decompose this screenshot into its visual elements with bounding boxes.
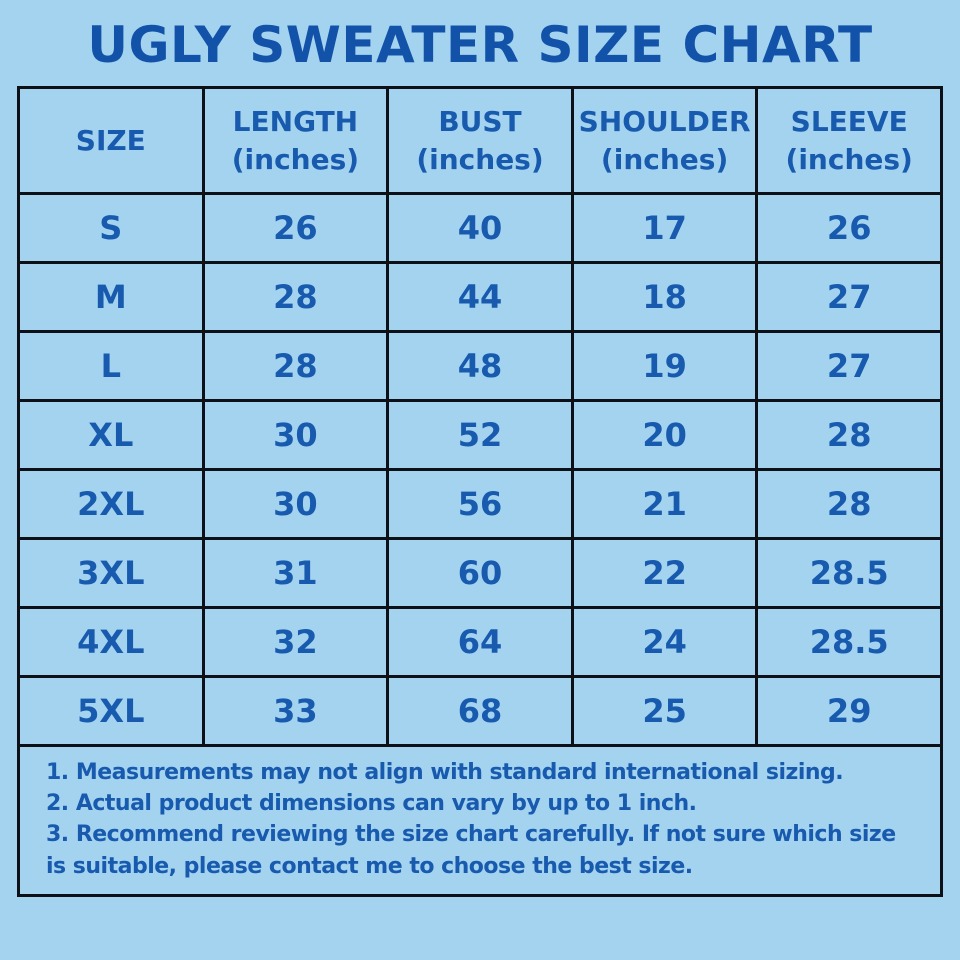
sleeve-cell: 28.5 <box>755 606 943 678</box>
bust-cell: 48 <box>386 330 574 402</box>
header-label: SLEEVE <box>790 104 908 138</box>
header-label: SHOULDER <box>578 104 751 138</box>
table-body: S 26 40 17 26 M 28 44 18 27 L 28 48 19 2… <box>17 192 943 747</box>
size-cell: L <box>17 330 205 402</box>
page-title: UGLY SWEATER SIZE CHART <box>87 16 873 74</box>
note-line: 2. Actual product dimensions can vary by… <box>46 791 697 817</box>
table-header: SIZE LENGTH (inches) BUST (inches) SHOUL… <box>17 86 943 195</box>
size-cell: 2XL <box>17 468 205 540</box>
header-label: SIZE <box>75 123 146 157</box>
shoulder-cell: 25 <box>570 675 759 747</box>
length-cell: 26 <box>201 192 390 264</box>
size-cell: 5XL <box>17 675 205 747</box>
bust-cell: 68 <box>386 675 574 747</box>
size-chart-table: SIZE LENGTH (inches) BUST (inches) SHOUL… <box>17 86 943 747</box>
table-row: 5XL 33 68 25 29 <box>17 675 943 747</box>
size-cell: S <box>17 192 205 264</box>
shoulder-cell: 20 <box>570 399 759 471</box>
header-bust: BUST (inches) <box>386 86 574 195</box>
notes-box: 1. Measurements may not align with stand… <box>17 747 943 897</box>
header-label: BUST <box>438 104 522 138</box>
table-row: 4XL 32 64 24 28.5 <box>17 606 943 678</box>
shoulder-cell: 18 <box>570 261 759 333</box>
bust-cell: 52 <box>386 399 574 471</box>
shoulder-cell: 19 <box>570 330 759 402</box>
length-cell: 32 <box>201 606 390 678</box>
sleeve-cell: 26 <box>755 192 943 264</box>
table-row: 2XL 30 56 21 28 <box>17 468 943 540</box>
note-line: 3. Recommend reviewing the size chart ca… <box>46 822 896 879</box>
length-cell: 33 <box>201 675 390 747</box>
header-sub: (inches) <box>785 142 913 176</box>
shoulder-cell: 21 <box>570 468 759 540</box>
header-row: SIZE LENGTH (inches) BUST (inches) SHOUL… <box>17 86 943 195</box>
sleeve-cell: 29 <box>755 675 943 747</box>
table-row: 3XL 31 60 22 28.5 <box>17 537 943 609</box>
size-cell: M <box>17 261 205 333</box>
note-line: 1. Measurements may not align with stand… <box>46 760 844 785</box>
header-sub: (inches) <box>600 142 729 176</box>
length-cell: 31 <box>201 537 390 609</box>
sleeve-cell: 27 <box>755 330 943 402</box>
header-length: LENGTH (inches) <box>201 86 390 195</box>
size-cell: XL <box>17 399 205 471</box>
bust-cell: 56 <box>386 468 574 540</box>
table-row: M 28 44 18 27 <box>17 261 943 333</box>
sleeve-cell: 28 <box>755 399 943 471</box>
header-sleeve: SLEEVE (inches) <box>755 86 943 195</box>
shoulder-cell: 22 <box>570 537 759 609</box>
length-cell: 28 <box>201 261 390 333</box>
length-cell: 28 <box>201 330 390 402</box>
bust-cell: 60 <box>386 537 574 609</box>
table-row: L 28 48 19 27 <box>17 330 943 402</box>
bust-cell: 44 <box>386 261 574 333</box>
bust-cell: 64 <box>386 606 574 678</box>
table-row: XL 30 52 20 28 <box>17 399 943 471</box>
length-cell: 30 <box>201 468 390 540</box>
table-row: S 26 40 17 26 <box>17 192 943 264</box>
size-cell: 4XL <box>17 606 205 678</box>
header-shoulder: SHOULDER (inches) <box>570 86 759 195</box>
header-label: LENGTH <box>232 104 359 138</box>
header-sub: (inches) <box>416 142 544 176</box>
shoulder-cell: 24 <box>570 606 759 678</box>
sleeve-cell: 27 <box>755 261 943 333</box>
sleeve-cell: 28.5 <box>755 537 943 609</box>
sleeve-cell: 28 <box>755 468 943 540</box>
bust-cell: 40 <box>386 192 574 264</box>
header-sub: (inches) <box>231 142 360 176</box>
header-size: SIZE <box>17 86 205 195</box>
length-cell: 30 <box>201 399 390 471</box>
shoulder-cell: 17 <box>570 192 759 264</box>
size-cell: 3XL <box>17 537 205 609</box>
